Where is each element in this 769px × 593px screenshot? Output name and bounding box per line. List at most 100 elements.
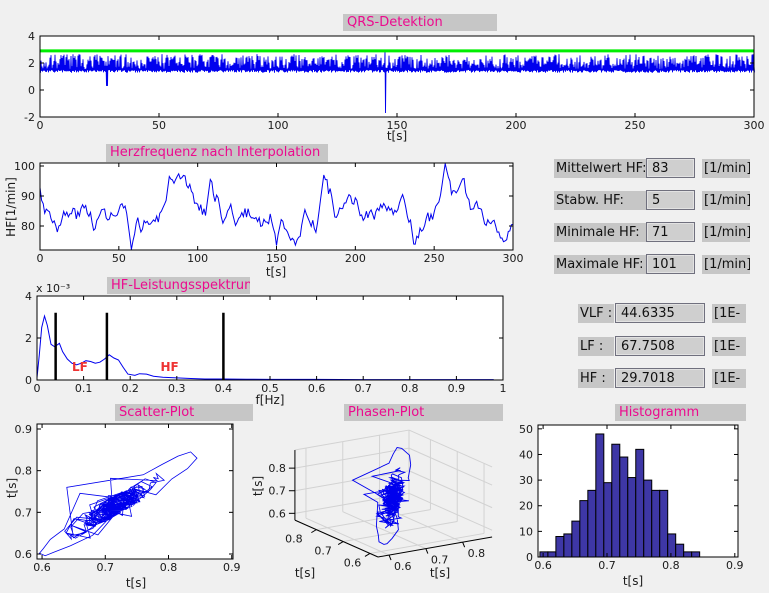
svg-text:0.6: 0.6	[394, 560, 412, 573]
svg-text:150: 150	[387, 119, 408, 132]
svg-text:1: 1	[500, 382, 507, 395]
svg-text:0.6: 0.6	[344, 556, 362, 569]
svg-text:0: 0	[37, 252, 44, 265]
svg-text:150: 150	[266, 252, 287, 265]
scatter-plot: 0.6 0.7 0.8 0.9 0.6 0.7 0.8 0.9 t[s]	[15, 423, 241, 590]
svg-text:0.7: 0.7	[354, 382, 372, 395]
svg-text:0.4: 0.4	[215, 382, 233, 395]
svg-text:0.6: 0.6	[308, 382, 326, 395]
svg-text:0.7: 0.7	[97, 561, 115, 574]
std-hr-unit: [1/min]	[702, 191, 750, 210]
svg-text:0.7: 0.7	[431, 554, 449, 567]
svg-text:10: 10	[519, 525, 533, 538]
svg-text:0: 0	[526, 551, 533, 564]
svg-text:t[s]: t[s]	[295, 566, 315, 580]
svg-text:20: 20	[519, 500, 533, 513]
lf-unit: [1E-	[712, 337, 746, 356]
phase-plot-3d: 0.6 0.6 0.6 0.7 0.7 0.7 0.8 0.8 0.8 t[s] t[s]	[268, 429, 493, 580]
svg-text:0.7: 0.7	[598, 559, 616, 572]
svg-text:80: 80	[21, 220, 35, 233]
svg-text:300: 300	[744, 119, 765, 132]
svg-text:0: 0	[34, 382, 41, 395]
svg-text:t[s]: t[s]	[266, 265, 286, 279]
histogram-plot: 0.6 0.7 0.8 0.9 0 10 20 30 40 50 t[s]	[519, 423, 744, 588]
heart-rate-y-axis-label: HF[1/min]	[4, 177, 18, 237]
mean-hr-label: Mittelwert HF:	[554, 159, 646, 178]
svg-text:50: 50	[519, 423, 533, 436]
svg-text:0.8: 0.8	[268, 462, 286, 475]
hf-input[interactable]	[615, 368, 705, 388]
svg-text:0.8: 0.8	[401, 382, 419, 395]
svg-text:0.7: 0.7	[268, 485, 286, 498]
svg-text:0.8: 0.8	[662, 559, 680, 572]
svg-text:0.8: 0.8	[285, 533, 303, 546]
hf-unit: [1E-	[712, 369, 746, 388]
heart-rate-plot: 0 50 100 150 200 250 300 80 90 100 t[s]	[14, 160, 524, 279]
vlf-unit: [1E-	[712, 304, 746, 323]
svg-text:50: 50	[112, 252, 126, 265]
svg-text:0.9: 0.9	[726, 559, 744, 572]
mean-hr-input[interactable]	[646, 158, 695, 178]
svg-text:200: 200	[506, 119, 527, 132]
svg-text:0.8: 0.8	[468, 547, 486, 560]
panel-title-qrs: QRS-Detektion	[343, 14, 497, 31]
svg-text:100: 100	[14, 160, 35, 173]
svg-text:-2: -2	[24, 111, 35, 124]
svg-text:200: 200	[345, 252, 366, 265]
svg-text:0.8: 0.8	[15, 465, 33, 478]
svg-text:0: 0	[28, 84, 35, 97]
svg-text:0.6: 0.6	[33, 561, 51, 574]
svg-text:100: 100	[187, 252, 208, 265]
svg-text:0.9: 0.9	[448, 382, 466, 395]
svg-text:HF: HF	[160, 360, 178, 374]
lf-label: LF :	[578, 337, 614, 356]
svg-text:2: 2	[25, 332, 32, 345]
svg-text:t[s]: t[s]	[126, 576, 146, 590]
phase-z-axis-label: t[s]	[251, 475, 265, 497]
svg-text:4: 4	[25, 290, 32, 303]
svg-text:250: 250	[625, 119, 646, 132]
vlf-label: VLF :	[578, 304, 614, 323]
vlf-input[interactable]	[615, 303, 705, 323]
svg-text:0.7: 0.7	[314, 545, 332, 558]
min-hr-input[interactable]	[646, 222, 695, 242]
svg-text:0: 0	[25, 374, 32, 387]
panel-title-spectrum: HF-Leistungsspektrum	[107, 277, 250, 294]
scatter-y-axis-label: t[s]	[5, 477, 19, 499]
svg-text:0.6: 0.6	[268, 507, 286, 520]
svg-text:2: 2	[28, 57, 35, 70]
svg-text:30: 30	[519, 474, 533, 487]
svg-text:0.6: 0.6	[15, 548, 33, 561]
panel-title-heart-rate: Herzfrequenz nach Interpolation	[106, 144, 328, 162]
svg-text:250: 250	[424, 252, 445, 265]
power-spectrum-plot: LF HF 0 0.1 0.2 0.3 0.4 0.5 0.6 0.7 0.8 0.9 1 0 2 4 f[Hz…	[25, 290, 507, 407]
svg-text:0.1: 0.1	[75, 382, 93, 395]
svg-text:t[s]: t[s]	[623, 574, 643, 588]
svg-text:0.8: 0.8	[160, 561, 178, 574]
panel-title-scatter: Scatter-Plot	[115, 404, 253, 421]
svg-text:50: 50	[152, 119, 166, 132]
svg-text:t[s]: t[s]	[387, 129, 407, 143]
std-hr-label: Stabw. HF:	[554, 191, 646, 210]
svg-text:4: 4	[28, 30, 35, 43]
svg-text:300: 300	[503, 252, 524, 265]
svg-text:t[s]: t[s]	[430, 566, 450, 580]
mean-hr-unit: [1/min]	[702, 159, 750, 178]
panel-title-histogram: Histogramm	[615, 404, 746, 421]
svg-text:90: 90	[21, 190, 35, 203]
svg-text:0.3: 0.3	[168, 382, 186, 395]
hf-label: HF :	[578, 369, 614, 388]
svg-text:0.9: 0.9	[15, 423, 33, 436]
std-hr-input[interactable]	[646, 190, 695, 210]
lf-input[interactable]	[615, 336, 705, 356]
max-hr-unit: [1/min]	[702, 255, 750, 274]
spectrum-scale-label: x 10⁻³	[36, 282, 71, 295]
svg-text:0.9: 0.9	[223, 561, 241, 574]
svg-text:0.2: 0.2	[121, 382, 139, 395]
svg-text:0.6: 0.6	[534, 559, 552, 572]
svg-text:40: 40	[519, 448, 533, 461]
max-hr-input[interactable]	[646, 254, 695, 274]
svg-text:0: 0	[37, 119, 44, 132]
